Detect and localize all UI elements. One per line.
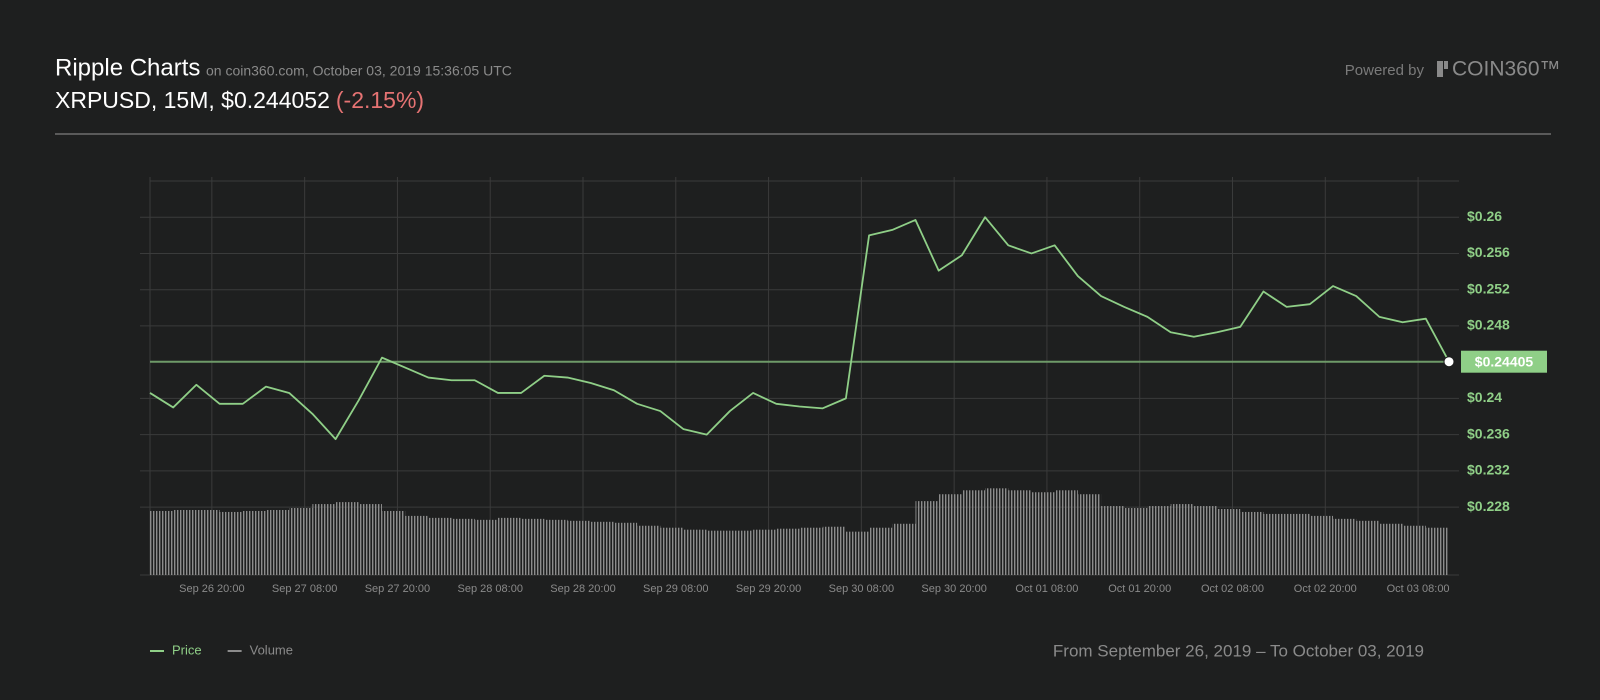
volume-bar: [150, 510, 174, 575]
x-tick-label: Oct 03 08:00: [1387, 583, 1450, 595]
y-tick-label: $0.252: [1467, 280, 1510, 296]
volume-bar: [1286, 513, 1310, 575]
plot-area: [150, 488, 1450, 575]
volume-bar: [1217, 509, 1241, 575]
volume-bar: [312, 504, 336, 575]
powered-by: Powered by: [1345, 62, 1425, 79]
volume-bar: [289, 508, 313, 575]
volume-bar: [1379, 523, 1403, 575]
x-tick-label: Oct 02 08:00: [1201, 583, 1264, 595]
volume-bar: [497, 517, 522, 575]
volume-bar: [1124, 508, 1148, 575]
volume-bar: [799, 527, 823, 575]
x-tick-label: Oct 01 08:00: [1015, 583, 1078, 595]
volume-bar: [1333, 518, 1357, 575]
volume-bar: [358, 504, 382, 575]
volume-bar: [1193, 506, 1218, 575]
legend-label: Volume: [250, 642, 293, 657]
last-price-box: [1461, 350, 1547, 373]
volume-bar: [590, 521, 614, 575]
volume-bar: [822, 526, 846, 575]
brand-icon: [1437, 61, 1443, 77]
y-tick-label: $0.26: [1467, 208, 1502, 224]
volume-bar: [428, 517, 452, 575]
volume-bar: [613, 522, 638, 575]
price-line: [149, 216, 1450, 441]
volume-bar: [544, 519, 568, 575]
x-tick-label: Sep 27 20:00: [365, 583, 430, 595]
volume-bar: [915, 501, 939, 575]
volume-bar: [1425, 527, 1449, 575]
y-tick-label: $0.236: [1467, 425, 1510, 441]
volume-bar: [196, 509, 220, 575]
volume-bar: [706, 530, 730, 575]
volume-bar: [1101, 506, 1125, 575]
x-tick-label: Sep 27 08:00: [272, 583, 337, 595]
volume-bar: [1263, 513, 1287, 575]
brand: COIN360™: [1452, 58, 1561, 81]
volume-bar: [1054, 490, 1078, 575]
y-tick-label: $0.256: [1467, 244, 1510, 260]
volume-bar: [1031, 492, 1055, 575]
volume-bar: [521, 518, 545, 575]
volume-bar: [660, 527, 684, 575]
volume-bar: [242, 510, 266, 575]
x-tick-label: Oct 01 20:00: [1108, 583, 1171, 595]
y-tick-label: $0.24: [1467, 389, 1502, 405]
pair: XRPUSD, 15M, $0.244052: [55, 87, 330, 113]
volume-bar: [637, 525, 661, 575]
volume-bar: [173, 509, 197, 575]
volume-bar: [1008, 490, 1032, 575]
volume-bar: [683, 529, 707, 575]
volume-bar: [1077, 494, 1102, 575]
volume-bar: [474, 519, 498, 575]
volume-bar: [219, 511, 243, 575]
volume-bar: [265, 509, 290, 575]
volume-bar: [335, 502, 359, 575]
volume-bar: [451, 518, 475, 575]
x-tick-label: Sep 30 08:00: [829, 583, 894, 595]
volume-bar: [985, 488, 1009, 575]
last-price-label: $0.24405: [1475, 353, 1534, 369]
last-price-dot: [1443, 356, 1455, 368]
x-tick-label: Sep 29 20:00: [736, 583, 801, 595]
x-tick-label: Sep 26 20:00: [179, 583, 244, 595]
volume-bar: [381, 510, 406, 575]
volume-bar: [405, 515, 429, 575]
volume-bar: [1402, 525, 1426, 575]
y-tick-label: $0.228: [1467, 498, 1510, 514]
volume-bar: [1356, 520, 1380, 575]
volume-bar: [729, 530, 754, 575]
volume-bar: [845, 531, 870, 575]
volume-bar: [938, 494, 962, 575]
source: on coin360.com, October 03, 2019 15:36:0…: [206, 63, 512, 79]
volume-bar: [961, 490, 986, 575]
y-tick-label: $0.232: [1467, 462, 1510, 478]
change: (-2.15%): [336, 87, 424, 113]
x-tick-label: Oct 02 20:00: [1294, 583, 1357, 595]
volume-bar: [1170, 504, 1194, 575]
x-tick-label: Sep 29 08:00: [643, 583, 708, 595]
volume-bar: [776, 528, 800, 575]
volume-bar: [1240, 511, 1264, 575]
y-tick-label: $0.248: [1467, 317, 1510, 333]
title: Ripple Charts: [55, 54, 200, 81]
x-tick-label: Sep 28 08:00: [457, 583, 522, 595]
volume-bar: [869, 527, 893, 575]
volume-bar: [1147, 506, 1171, 575]
volume-bar: [1309, 515, 1334, 575]
volume-bar: [753, 529, 777, 575]
volume-bar: [892, 523, 916, 575]
date-range: From September 26, 2019 – To October 03,…: [1053, 641, 1424, 660]
legend-label: Price: [172, 642, 202, 657]
volume-bar: [567, 520, 591, 575]
brand-icon: [1444, 61, 1448, 69]
x-tick-label: Sep 30 20:00: [921, 583, 986, 595]
volume-bar: [1449, 532, 1450, 575]
x-tick-label: Sep 28 20:00: [550, 583, 615, 595]
